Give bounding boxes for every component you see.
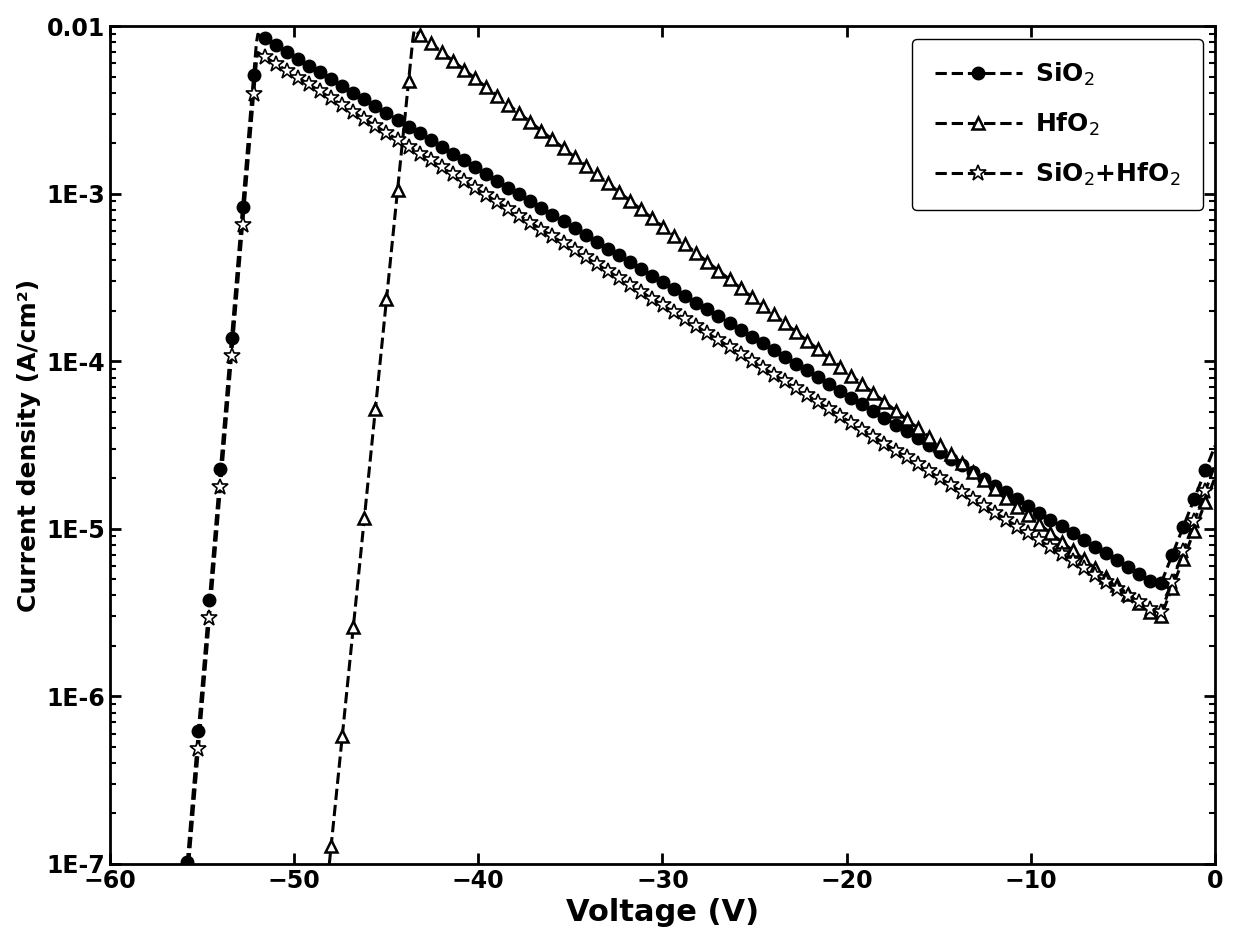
SiO$_2$: [942, 452, 957, 464]
SiO$_2$+HfO$_2$: [775, 374, 790, 385]
Line: HfO$_2$: HfO$_2$: [104, 24, 1221, 944]
SiO$_2$+HfO$_2$: [808, 395, 823, 406]
SiO$_2$: [250, 28, 265, 40]
Legend: SiO$_2$, HfO$_2$, SiO$_2$+HfO$_2$: SiO$_2$, HfO$_2$, SiO$_2$+HfO$_2$: [913, 39, 1203, 211]
HfO$_2$: [942, 447, 957, 459]
HfO$_2$: [407, 25, 422, 36]
SiO$_2$: [745, 331, 760, 343]
X-axis label: Voltage (V): Voltage (V): [565, 899, 759, 927]
SiO$_2$: [775, 349, 790, 361]
SiO$_2$+HfO$_2$: [942, 479, 957, 490]
SiO$_2$+HfO$_2$: [1208, 459, 1223, 470]
SiO$_2$: [1055, 521, 1070, 532]
SiO$_2$+HfO$_2$: [250, 47, 265, 59]
HfO$_2$: [808, 342, 823, 353]
SiO$_2$+HfO$_2$: [1055, 549, 1070, 561]
SiO$_2$: [1208, 440, 1223, 451]
HfO$_2$: [775, 315, 790, 327]
SiO$_2$+HfO$_2$: [745, 356, 760, 367]
Line: SiO$_2$+HfO$_2$: SiO$_2$+HfO$_2$: [102, 44, 1224, 944]
Y-axis label: Current density (A/cm²): Current density (A/cm²): [16, 278, 41, 612]
SiO$_2$: [808, 370, 823, 381]
Line: SiO$_2$: SiO$_2$: [104, 28, 1221, 944]
HfO$_2$: [1208, 472, 1223, 483]
HfO$_2$: [745, 293, 760, 304]
HfO$_2$: [1055, 537, 1070, 548]
